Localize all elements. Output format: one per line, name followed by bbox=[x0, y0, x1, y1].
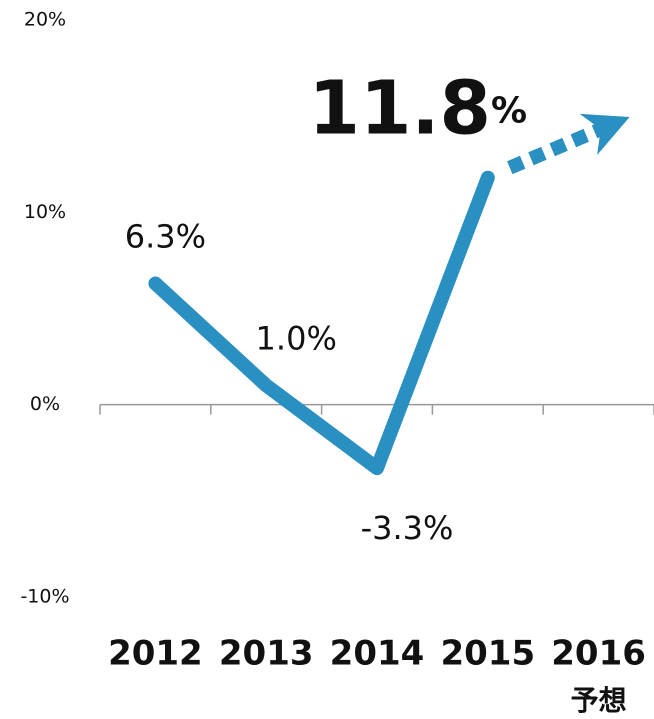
y-tick-label: 20% bbox=[24, 9, 66, 31]
forecast-arrow bbox=[507, 113, 630, 175]
x-tick-label: 2013 bbox=[219, 634, 314, 674]
line bbox=[148, 170, 495, 476]
forecast-label: 予想 bbox=[571, 684, 627, 717]
y-tick-label: 10% bbox=[24, 201, 66, 223]
value-label: 1.0% bbox=[256, 319, 337, 357]
value-label: -3.3% bbox=[361, 509, 454, 547]
value-label: 11.8% bbox=[308, 65, 527, 151]
value-label: 6.3% bbox=[125, 217, 206, 255]
x-tick-label: 2015 bbox=[440, 634, 535, 674]
x-tick-label: 2012 bbox=[108, 634, 203, 674]
x-tick-label: 2016 bbox=[551, 634, 646, 674]
y-tick-label: -10% bbox=[20, 586, 69, 608]
y-tick-label: 0% bbox=[30, 393, 60, 415]
x-tick-label: 2014 bbox=[330, 634, 425, 674]
